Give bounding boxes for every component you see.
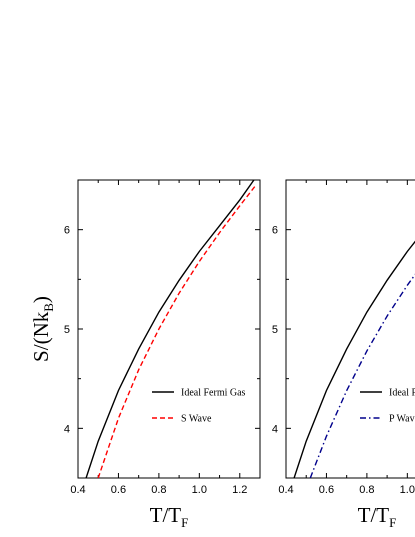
x-tick-label-1: 1.0: [400, 484, 415, 496]
legend-label-0-0: Ideal Fermi Gas: [181, 388, 246, 399]
y-tick-label-0: 4: [64, 423, 70, 435]
x-axis-label-1: T/TF: [358, 503, 397, 530]
plot-frame-1: [285, 179, 415, 479]
plot-frame-0: [77, 179, 261, 479]
x-axis-label-0: T/TF: [150, 503, 189, 530]
x-tick-label-0: 0.4: [70, 484, 85, 496]
series-line-1-0: [293, 240, 415, 478]
y-axis-label-0: S/(NkB): [29, 296, 56, 362]
x-tick-label-0: 0.6: [111, 484, 126, 496]
x-tick-label-1: 0.4: [278, 484, 293, 496]
x-tick-label-0: 1.0: [192, 484, 207, 496]
y-tick-label-0: 6: [64, 225, 70, 237]
legend-label-1-1: P Wave: [389, 414, 415, 425]
x-tick-label-0: 1.2: [232, 484, 247, 496]
y-tick-label-1: 6: [272, 225, 278, 237]
y-tick-label-0: 5: [64, 324, 70, 336]
series-line-0-1: [97, 184, 257, 478]
x-tick-label-0: 0.8: [151, 484, 166, 496]
x-tick-label-1: 0.6: [319, 484, 334, 496]
series-line-1-1: [309, 273, 415, 478]
series-line-0-0: [85, 180, 255, 478]
legend-label-0-1: S Wave: [181, 414, 212, 425]
legend-label-1-0: Ideal Fermi Gas: [389, 388, 415, 399]
x-tick-label-1: 0.8: [359, 484, 374, 496]
y-tick-label-1: 4: [272, 423, 278, 435]
y-tick-label-1: 5: [272, 324, 278, 336]
